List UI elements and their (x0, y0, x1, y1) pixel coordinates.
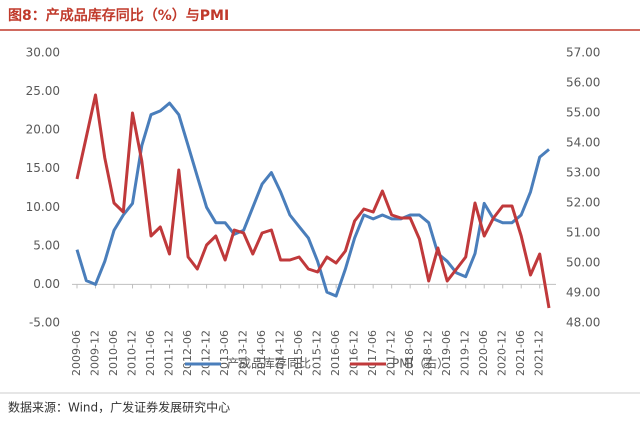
x-tick-label: 2012-06 (181, 330, 194, 376)
x-tick-label: 2021-12 (533, 330, 546, 376)
legend-label: PMI（右） (392, 356, 449, 371)
source: 数据来源：Wind，广发证券发展研究中心 (8, 400, 230, 415)
x-tick-label: 2010-06 (107, 330, 120, 376)
y-tick-label: 15.00 (26, 161, 60, 175)
y2-tick-label: 49.00 (566, 286, 600, 300)
x-tick-label: 2016-12 (348, 330, 361, 376)
x-tick-label: 2019-06 (440, 330, 453, 376)
y2-tick-label: 56.00 (566, 76, 600, 90)
y-tick-label: 20.00 (26, 123, 60, 137)
x-tick-label: 2013-12 (237, 330, 250, 376)
x-tick-label: 2021-06 (514, 330, 527, 376)
x-tick-label: 2012-12 (200, 330, 213, 376)
x-tick-label: 2017-06 (366, 330, 379, 376)
y2-tick-label: 54.00 (566, 136, 600, 150)
y2-tick-label: 55.00 (566, 106, 600, 120)
y-tick-label: 25.00 (26, 84, 60, 98)
series-line (75, 101, 550, 298)
y-tick-label: 0.00 (33, 277, 60, 291)
x-tick-label: 2018-06 (403, 330, 416, 376)
x-tick-label: 2014-06 (255, 330, 268, 376)
y2-tick-label: 52.00 (566, 196, 600, 210)
legend-label: 产成品库存同比 (227, 356, 311, 371)
y2-tick-label: 48.00 (566, 316, 600, 330)
x-tick-label: 2009-06 (70, 330, 83, 376)
x-tick-label: 2011-12 (163, 330, 176, 376)
chart-title: 图8：产成品库存同比（%）与PMI (8, 7, 229, 24)
x-tick-label: 2020-06 (477, 330, 490, 376)
x-tick-label: 2018-12 (422, 330, 435, 376)
x-tick-label: 2010-12 (126, 330, 139, 376)
x-tick-label: 2011-06 (144, 330, 157, 376)
y-tick-label: 5.00 (33, 238, 60, 252)
y-tick-label: -5.00 (29, 316, 60, 330)
y2-tick-label: 57.00 (566, 46, 600, 60)
x-tick-label: 2009-12 (89, 330, 102, 376)
x-tick-label: 2013-06 (218, 330, 231, 376)
x-tick-label: 2020-12 (496, 330, 509, 376)
y-tick-label: 10.00 (26, 200, 60, 214)
y-tick-label: 30.00 (26, 46, 60, 60)
x-tick-label: 2014-12 (274, 330, 287, 376)
x-tick-label: 2017-12 (385, 330, 398, 376)
y2-tick-label: 51.00 (566, 226, 600, 240)
x-tick-label: 2015-12 (311, 330, 324, 376)
x-tick-label: 2019-12 (459, 330, 472, 376)
y2-tick-label: 50.00 (566, 256, 600, 270)
series-line (75, 93, 551, 309)
x-tick-label: 2016-06 (329, 330, 342, 376)
y2-tick-label: 53.00 (566, 166, 600, 180)
x-tick-label: 2015-06 (292, 330, 305, 376)
